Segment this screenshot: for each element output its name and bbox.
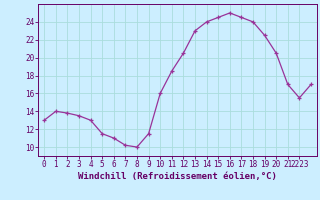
X-axis label: Windchill (Refroidissement éolien,°C): Windchill (Refroidissement éolien,°C) — [78, 172, 277, 181]
